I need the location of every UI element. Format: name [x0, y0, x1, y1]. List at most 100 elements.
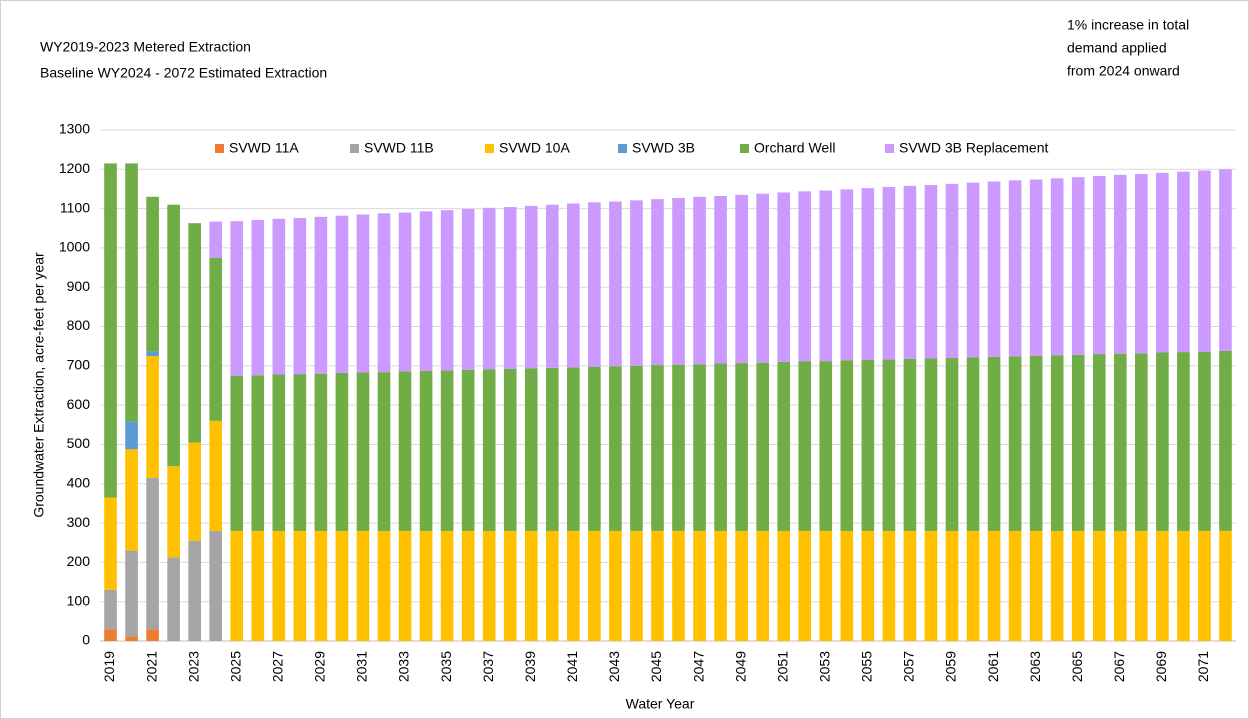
bar-segment	[398, 371, 412, 531]
bar-segment	[1113, 353, 1127, 531]
bar-segment	[503, 368, 517, 531]
y-tick-label: 900	[67, 278, 91, 294]
x-tick-label: 2059	[943, 651, 959, 682]
bar-segment	[987, 181, 1001, 357]
bar-segment	[1092, 354, 1106, 531]
bar-segment	[1198, 530, 1211, 641]
bar-segment	[588, 530, 601, 641]
bar-segment	[945, 530, 959, 641]
x-tick-label: 2033	[396, 651, 412, 682]
bar-segment	[903, 185, 917, 359]
bar-segment	[482, 369, 496, 531]
x-tick-label: 2047	[690, 651, 706, 682]
bar-segment	[861, 530, 875, 641]
bar-segment	[440, 530, 454, 641]
bar-segment	[777, 361, 791, 531]
legend-swatch	[350, 144, 359, 153]
x-tick-label: 2045	[648, 651, 664, 682]
bar-segment	[125, 163, 138, 422]
bar-segment	[125, 449, 138, 551]
bar-segment	[1156, 172, 1169, 353]
bar-segment	[840, 360, 854, 531]
bar-segment	[798, 191, 812, 362]
bar-segment	[398, 530, 412, 641]
x-tick-label: 2021	[143, 651, 159, 682]
chart-title: WY2019-2023 Metered Extraction	[40, 39, 251, 55]
bar-segment	[567, 203, 580, 368]
bar-segment	[903, 530, 917, 641]
bar-segment	[230, 530, 244, 641]
bar-segment	[882, 530, 896, 641]
x-tick-label: 2053	[816, 651, 832, 682]
bar-segment	[1092, 530, 1106, 641]
bar-segment	[1135, 353, 1148, 531]
bar-segment	[735, 363, 748, 531]
bar-segment	[104, 629, 117, 641]
annotation: 1% increase in total	[1067, 17, 1189, 33]
bar-segment	[819, 361, 833, 531]
bar-segment	[461, 209, 475, 370]
bar-segment	[1092, 175, 1106, 355]
bar-segment	[1008, 180, 1022, 357]
bar-segment	[609, 366, 622, 531]
bar-segment	[524, 530, 538, 641]
bar-segment	[861, 188, 875, 360]
y-tick-label: 300	[67, 514, 91, 530]
x-tick-label: 2027	[270, 651, 286, 682]
bar-segment	[419, 370, 433, 531]
bar-segment	[356, 372, 370, 531]
bar-segment	[293, 530, 307, 641]
bar-segment	[651, 530, 664, 641]
bar-segment	[377, 530, 391, 641]
bar-segment	[1135, 174, 1148, 354]
x-tick-label: 2051	[774, 651, 790, 682]
bar-segment	[188, 223, 201, 443]
y-tick-label: 700	[67, 357, 91, 373]
bar-segment	[146, 196, 159, 352]
bar-segment	[125, 636, 138, 641]
bar-segment	[1029, 355, 1043, 531]
legend-label: SVWD 3B	[632, 140, 695, 156]
bar-segment	[630, 200, 643, 366]
bar-segment	[167, 466, 180, 558]
bar-segment	[335, 530, 349, 641]
y-tick-label: 500	[67, 435, 91, 451]
bar-segment	[209, 257, 223, 421]
bar-segment	[777, 530, 791, 641]
bar-segment	[482, 207, 496, 370]
bar-segment	[293, 374, 307, 531]
bar-segment	[1198, 170, 1211, 352]
bar-segment	[882, 359, 896, 531]
bar-segment	[146, 477, 159, 630]
bar-segment	[1219, 169, 1232, 351]
x-tick-label: 2035	[438, 651, 454, 682]
bar-segment	[356, 214, 370, 373]
bar-segment	[1177, 352, 1190, 531]
annotation: demand applied	[1067, 40, 1167, 56]
x-tick-label: 2055	[859, 651, 875, 682]
bar-segment	[314, 216, 328, 374]
bar-segment	[1177, 530, 1190, 641]
bar-segment	[945, 357, 959, 531]
bar-segment	[882, 186, 896, 360]
legend-swatch	[215, 144, 224, 153]
x-tick-label: 2029	[312, 651, 328, 682]
bar-segment	[924, 185, 938, 359]
bar-segment	[545, 204, 559, 368]
bar-segment	[377, 372, 391, 531]
bar-segment	[1071, 354, 1085, 531]
bar-segment	[756, 193, 769, 363]
bar-segment	[672, 530, 685, 641]
bar-segment	[714, 196, 727, 364]
bar-segment	[314, 530, 328, 641]
bar-segment	[167, 557, 180, 641]
annotation: from 2024 onward	[1067, 63, 1180, 79]
bar-segment	[1113, 174, 1127, 354]
bar-segment	[503, 207, 517, 369]
bar-segment	[146, 351, 159, 357]
bar-segment	[588, 366, 601, 531]
x-tick-label: 2065	[1069, 651, 1085, 682]
bar-segment	[840, 189, 854, 361]
y-tick-label: 600	[67, 396, 91, 412]
bar-segment	[798, 361, 812, 531]
